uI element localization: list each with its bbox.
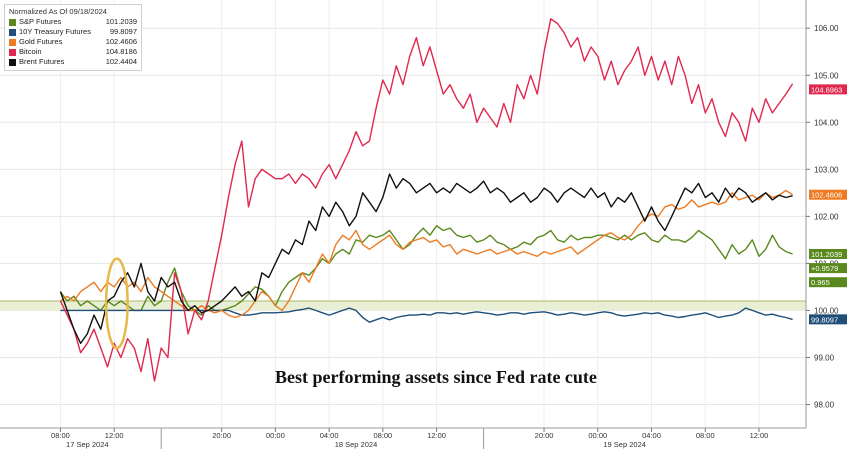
value-label-box — [809, 263, 847, 274]
x-tick-label: 12:00 — [427, 431, 446, 440]
x-tick-label: 12:00 — [750, 431, 769, 440]
x-tick-label: 12:00 — [105, 431, 124, 440]
value-label-text: 102.4606 — [811, 191, 842, 200]
legend-item-bitcoin: Bitcoin 104.8186 — [9, 47, 137, 57]
legend-item-10y-treasury: 10Y Treasury Futures 99.8097 — [9, 27, 137, 37]
x-tick-label: 08:00 — [696, 431, 715, 440]
value-label-text: 99.8097 — [811, 315, 838, 324]
value-label-text: 0.965 — [811, 278, 830, 287]
x-tick-label: 00:00 — [266, 431, 285, 440]
highlight-ellipse — [104, 257, 129, 350]
legend-series-name: S&P Futures — [19, 17, 62, 26]
legend-swatch — [9, 18, 16, 26]
x-tick-label: 00:00 — [588, 431, 607, 440]
series-line-10y-treasury-futures — [60, 307, 793, 323]
x-tick-label: 08:00 — [373, 431, 392, 440]
y-tick-label: 99.00 — [814, 353, 835, 362]
legend-series-value: 104.8186 — [105, 47, 137, 56]
legend-swatch — [9, 58, 16, 66]
value-label-box — [809, 277, 847, 288]
legend-series-name: Gold Futures — [19, 37, 63, 46]
legend-swatch — [9, 48, 16, 56]
value-label-box — [809, 189, 847, 200]
series-line-s-p-futures — [59, 225, 793, 316]
legend-series-name: Bitcoin — [19, 47, 42, 56]
y-tick-label: 105.00 — [814, 71, 839, 80]
x-tick-label: 20:00 — [535, 431, 554, 440]
legend: Normalized As Of 09/18/2024 S&P Futures … — [4, 4, 142, 71]
x-tick-label: 08:00 — [51, 431, 70, 440]
y-tick-label: 102.00 — [814, 212, 839, 221]
x-tick-label: 04:00 — [642, 431, 661, 440]
series-line-bitcoin — [59, 18, 794, 382]
legend-series-value: 102.4404 — [105, 57, 137, 66]
y-axis-panel — [806, 0, 848, 449]
value-label-box — [809, 84, 847, 95]
x-date-label: 18 Sep 2024 — [335, 440, 378, 449]
legend-swatch — [9, 38, 16, 46]
x-tick-label: 20:00 — [212, 431, 231, 440]
y-tick-label: 106.00 — [814, 24, 839, 33]
y-tick-label: 98.00 — [814, 400, 835, 409]
series-line-gold-futures — [60, 189, 793, 319]
legend-item-gold-futures: Gold Futures 102.4606 — [9, 37, 137, 47]
legend-swatch — [9, 28, 16, 36]
y-tick-label: 103.00 — [814, 165, 839, 174]
legend-series-value: 102.4606 — [105, 37, 137, 46]
value-label-box — [809, 248, 847, 259]
value-label-text: 104.6963 — [811, 85, 842, 94]
legend-series-name: Brent Futures — [19, 57, 65, 66]
legend-series-name: 10Y Treasury Futures — [19, 27, 91, 36]
y-tick-label: 100.00 — [814, 306, 839, 315]
value-label-text: 101.2039 — [811, 250, 842, 259]
legend-item-brent-futures: Brent Futures 102.4404 — [9, 57, 137, 67]
x-date-label: 17 Sep 2024 — [66, 440, 109, 449]
reference-band — [0, 301, 806, 311]
x-date-label: 19 Sep 2024 — [603, 440, 646, 449]
series-line-brent-futures — [59, 173, 793, 344]
value-label-box — [809, 314, 847, 325]
value-label-text: +0.9579 — [811, 264, 838, 273]
x-tick-label: 04:00 — [320, 431, 339, 440]
legend-item-sp-futures: S&P Futures 101.2039 — [9, 17, 137, 27]
y-tick-label: 104.00 — [814, 118, 839, 127]
legend-series-value: 99.8097 — [109, 27, 137, 36]
chart-annotation: Best performing assets since Fed rate cu… — [275, 367, 597, 387]
legend-series-value: 101.2039 — [105, 17, 137, 26]
legend-header: Normalized As Of 09/18/2024 — [9, 7, 107, 16]
